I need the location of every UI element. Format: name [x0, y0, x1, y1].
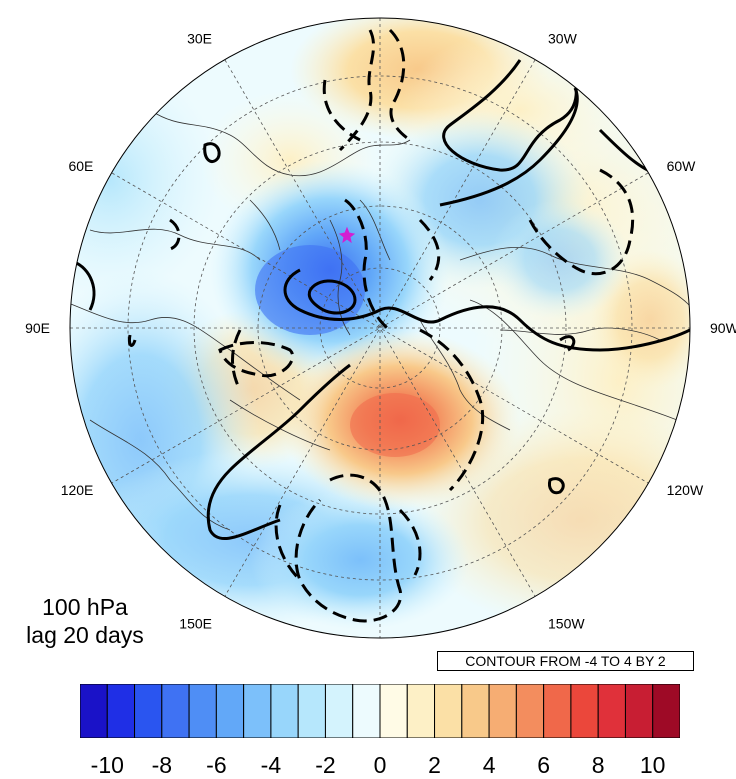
colorbar-swatch: [188, 684, 217, 738]
colorbar-swatch: [352, 684, 381, 738]
colorbar-swatch: [515, 684, 545, 738]
longitude-label: 120W: [667, 482, 704, 498]
coastlines: [70, 109, 690, 531]
colorbar-tick-label: -4: [260, 752, 282, 778]
colorbar-swatch: [597, 684, 626, 738]
contour-interval-note: CONTOUR FROM -4 TO 4 BY 2: [437, 651, 694, 671]
colorbar-tick-label: 8: [591, 752, 605, 778]
colorbar-swatch: [570, 684, 599, 738]
polar-map: 030W60W90W120W150W180150E120E90E60E30E: [25, 0, 736, 639]
colorbar-tick-label: 4: [482, 752, 496, 778]
colorbar: [80, 684, 680, 738]
colorbar-tick-label: -8: [151, 752, 173, 778]
longitude-label: 60E: [68, 158, 93, 174]
longitude-label: 150W: [548, 616, 585, 632]
negative-contours: [164, 28, 635, 623]
map-border: [69, 17, 691, 639]
colorbar-swatch: [324, 684, 354, 738]
colorbar-swatch: [270, 684, 299, 738]
colorbar-tick-label: 0: [373, 752, 387, 778]
colorbar-swatch: [243, 684, 272, 738]
longitude-label: 90W: [710, 320, 736, 336]
star-marker: [338, 226, 356, 244]
longitude-label: 90E: [25, 320, 50, 336]
colorbar-swatch: [80, 684, 108, 738]
colorbar-swatch: [461, 684, 490, 738]
colorbar-tick-label: 10: [639, 752, 666, 778]
colorbar-tick-label: -6: [206, 752, 227, 778]
graticule: [70, 18, 690, 638]
longitude-label: 0: [376, 0, 384, 3]
colorbar-swatch: [406, 684, 436, 738]
colorbar-swatch: [434, 684, 463, 738]
colorbar-swatch: [106, 684, 136, 738]
colorbar-tick-label: 6: [537, 752, 550, 778]
lag-label: lag 20 days: [26, 622, 144, 648]
colorbar-swatch: [297, 684, 326, 738]
colorbar-tick-label: 2: [428, 752, 441, 778]
longitude-label: 30E: [187, 30, 212, 46]
colorbar-tick-label: -2: [315, 752, 336, 778]
pressure-level-label: 100 hPa: [42, 594, 128, 620]
colorbar-swatch: [161, 684, 190, 738]
longitude-label: 60W: [667, 158, 697, 174]
longitude-labels: 030W60W90W120W150W180150E120E90E60E30E: [25, 0, 736, 632]
colorbar-tick-label: -10: [90, 752, 124, 778]
longitude-label: 150E: [179, 616, 212, 632]
colorbar-swatch: [215, 684, 245, 738]
colorbar-swatch: [624, 684, 654, 738]
longitude-label: 30W: [548, 30, 578, 46]
longitude-label: 120E: [61, 482, 94, 498]
colorbar-swatch: [488, 684, 517, 738]
colorbar-swatch: [652, 684, 680, 738]
shaded-anomaly-field: [70, 18, 690, 638]
colorbar-swatch: [543, 684, 572, 738]
colorbar-swatch: [379, 684, 408, 738]
colorbar-swatch: [134, 684, 163, 738]
